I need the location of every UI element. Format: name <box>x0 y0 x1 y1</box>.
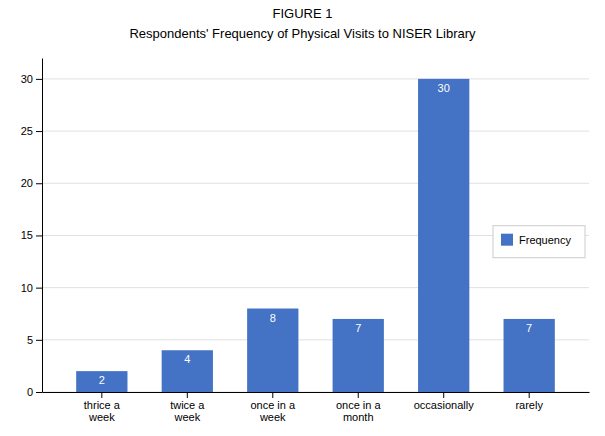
y-tick-label: 20 <box>21 177 33 189</box>
data-label: 2 <box>99 374 105 386</box>
plot: 051015202530thrice aweektwice aweekonce … <box>21 59 590 424</box>
x-tick-label-line: rarely <box>515 399 543 411</box>
x-tick: thrice aweek <box>84 392 121 423</box>
data-label: 4 <box>184 353 190 365</box>
x-tick: once in amonth <box>336 392 382 423</box>
y-tick-label: 30 <box>21 73 33 85</box>
bar <box>76 371 127 392</box>
x-tick-mark <box>101 392 102 398</box>
x-tick: once in aweek <box>250 392 296 423</box>
y-tick-mark <box>36 183 42 184</box>
legend-label: Frequency <box>519 234 571 246</box>
y-tick: 25 <box>21 125 42 137</box>
data-label: 7 <box>355 322 361 334</box>
y-tick: 5 <box>27 334 42 346</box>
data-labels: 2 4 8 7 30 7 <box>99 82 532 386</box>
legend-swatch <box>501 234 513 246</box>
x-tick-label-line: once in a <box>250 399 296 411</box>
y-tick: 0 <box>27 386 42 398</box>
y-tick-label: 0 <box>27 386 33 398</box>
grid-line <box>42 287 589 288</box>
x-tick-label-line: week <box>173 411 200 423</box>
x-tick-label: once in amonth <box>336 399 382 424</box>
y-tick-label: 25 <box>21 125 33 137</box>
data-label: 7 <box>526 322 532 334</box>
y-tick-label: 5 <box>27 334 33 346</box>
y-tick: 15 <box>21 229 42 241</box>
y-tick: 10 <box>21 282 42 294</box>
y-tick-label: 10 <box>21 282 33 294</box>
x-tick-label-line: occasionally <box>414 399 474 411</box>
data-label: 30 <box>438 82 450 94</box>
x-tick-mark <box>358 392 359 398</box>
x-tick-label-line: twice a <box>170 399 205 411</box>
x-tick: twice aweek <box>170 392 205 423</box>
y-tick-mark <box>36 235 42 236</box>
x-tick-mark <box>529 392 530 398</box>
y-tick-mark <box>36 131 42 132</box>
grid-line <box>42 183 589 184</box>
y-tick-mark <box>36 392 42 393</box>
x-tick-label: twice aweek <box>170 399 205 424</box>
legend-item: Frequency <box>501 234 571 246</box>
bar <box>418 79 469 392</box>
legend-box <box>493 226 585 258</box>
x-tick-mark <box>443 392 444 398</box>
grid-line <box>42 131 589 132</box>
x-tick-mark <box>272 392 273 398</box>
x-tick-label: thrice aweek <box>84 399 121 424</box>
x-tick-label-line: month <box>343 411 374 423</box>
title: FIGURE 1 <box>273 6 333 21</box>
chart: FIGURE 1 Respondents' Frequency of Physic… <box>0 0 605 436</box>
y-tick: 30 <box>21 73 42 85</box>
x-tick-mark <box>187 392 188 398</box>
x-tick-label-line: week <box>259 411 286 423</box>
y-tick: 20 <box>21 177 42 189</box>
y-tick-mark <box>36 79 42 80</box>
bar <box>162 350 213 392</box>
bars <box>76 79 555 392</box>
x-tick-label: rarely <box>515 399 543 411</box>
data-label: 8 <box>270 312 276 324</box>
x-tick-label-line: once in a <box>336 399 382 411</box>
bar <box>333 319 384 392</box>
x-tick-label: occasionally <box>414 399 474 411</box>
x-axis-line <box>43 392 590 393</box>
subtitle: Respondents' Frequency of Physical Visit… <box>129 26 476 41</box>
y-axis-line <box>42 59 43 393</box>
x-tick: rarely <box>515 392 543 411</box>
legend: Frequency <box>493 226 585 258</box>
grid <box>42 79 589 392</box>
y-tick-label: 15 <box>21 229 33 241</box>
y-tick-mark <box>36 288 42 289</box>
x-tick: occasionally <box>414 392 474 411</box>
x-tick-label-line: thrice a <box>84 399 121 411</box>
bar <box>504 319 555 392</box>
x-axis: thrice aweektwice aweekonce in aweekonce… <box>43 392 590 423</box>
x-tick-label-line: week <box>88 411 115 423</box>
y-axis: 0 5 10 15 20 25 30 <box>21 59 43 399</box>
grid-line <box>42 78 589 79</box>
bar <box>247 309 298 393</box>
x-tick-label: once in aweek <box>250 399 296 424</box>
y-tick-mark <box>36 340 42 341</box>
